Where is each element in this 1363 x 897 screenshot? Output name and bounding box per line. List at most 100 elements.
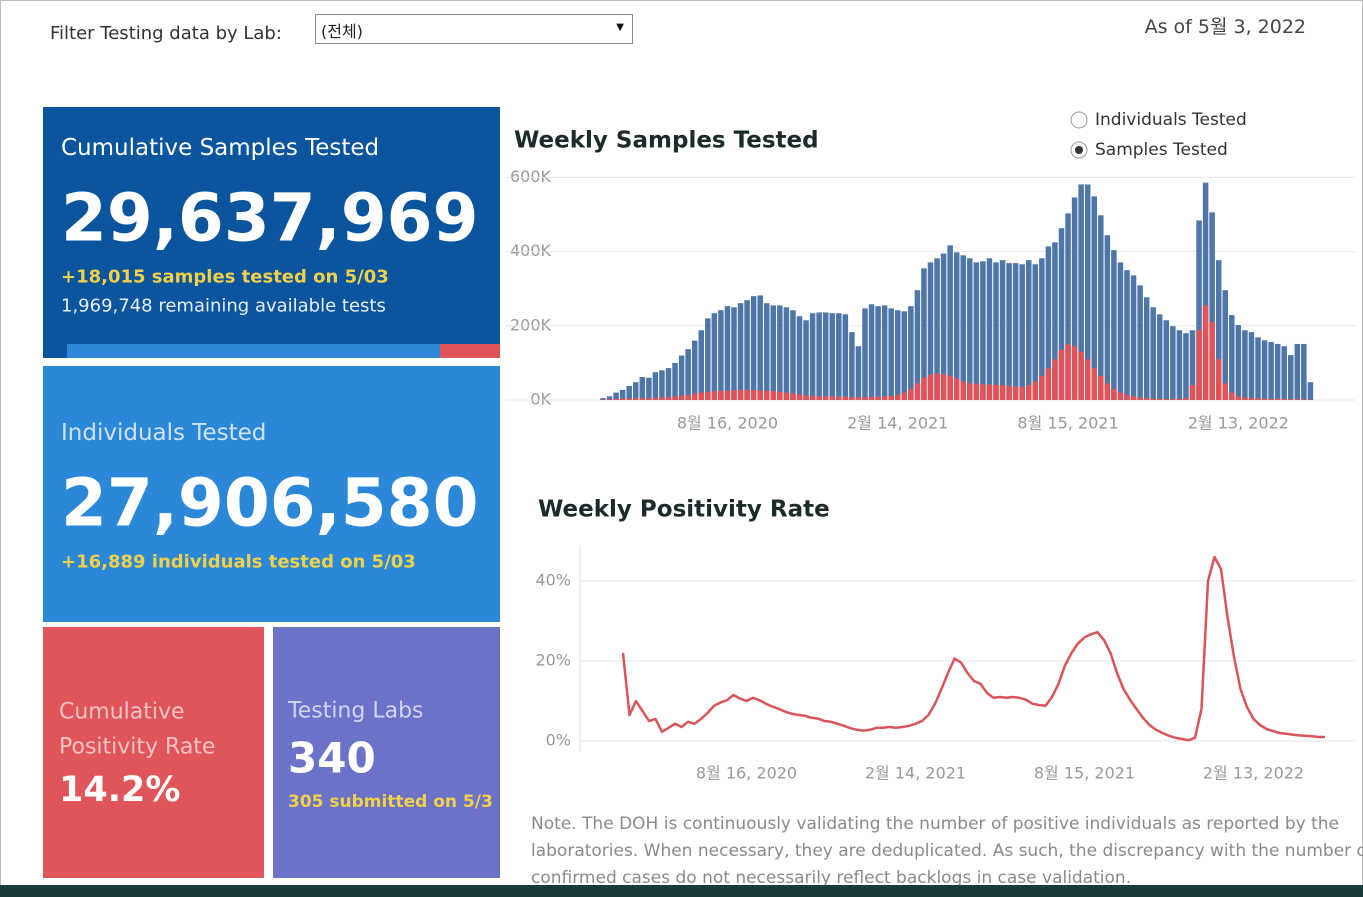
- bar: [731, 390, 737, 400]
- bar: [816, 396, 822, 400]
- x-tick-label: 8월 15, 2021: [1017, 414, 1118, 433]
- bar: [777, 391, 783, 400]
- bar: [796, 394, 803, 400]
- x-tick-label: 2월 14, 2021: [865, 764, 966, 783]
- bar: [1032, 264, 1039, 400]
- bar: [744, 389, 750, 400]
- bar: [868, 397, 875, 400]
- progress-used: [67, 344, 440, 358]
- radio-label[interactable]: Samples Tested: [1095, 140, 1228, 160]
- bar: [1058, 228, 1065, 400]
- bar: [1242, 330, 1248, 400]
- bar: [639, 398, 646, 400]
- bar: [1189, 385, 1196, 400]
- lab-select[interactable]: (전체) ▼: [315, 14, 633, 44]
- bar: [875, 396, 881, 400]
- y-tick-label: 0%: [546, 731, 571, 750]
- card-title: Testing Labs: [288, 698, 424, 724]
- filter-label: Filter Testing data by Lab:: [50, 23, 282, 44]
- bar: [1287, 399, 1294, 400]
- bar: [809, 313, 816, 400]
- bar: [1294, 399, 1301, 400]
- bar: [822, 396, 829, 400]
- bar: [986, 258, 993, 400]
- bar: [1255, 398, 1261, 400]
- bar: [1183, 333, 1189, 400]
- bar: [829, 396, 836, 400]
- bar: [1248, 398, 1255, 400]
- card-value: 340: [288, 733, 376, 783]
- bar: [1045, 368, 1052, 400]
- bar: [862, 308, 868, 400]
- bar: [993, 262, 999, 400]
- bar: [1222, 290, 1229, 400]
- bar: [1098, 215, 1104, 400]
- bar: [1143, 297, 1150, 400]
- bar: [659, 397, 665, 400]
- bar: [652, 372, 659, 400]
- bar: [1124, 270, 1130, 400]
- bar: [1012, 386, 1019, 400]
- bar: [790, 310, 796, 400]
- bar: [881, 396, 888, 400]
- card-title: Positivity Rate: [59, 734, 216, 760]
- bar: [1006, 385, 1012, 400]
- bar: [953, 378, 960, 400]
- bar: [1170, 326, 1176, 400]
- bar: [1176, 330, 1183, 400]
- radio-label[interactable]: Individuals Tested: [1095, 110, 1247, 130]
- bar: [757, 295, 763, 400]
- y-tick-label: 20%: [535, 651, 571, 670]
- bar: [1098, 375, 1104, 400]
- bar: [659, 370, 665, 400]
- bar: [646, 398, 652, 400]
- bar: [934, 258, 940, 400]
- bar: [783, 392, 790, 400]
- bar: [718, 310, 724, 400]
- bar: [672, 396, 678, 400]
- bar: [1274, 398, 1281, 400]
- x-tick-label: 8월 15, 2021: [1034, 764, 1135, 783]
- bar: [1209, 212, 1215, 400]
- bar: [698, 330, 705, 400]
- bar: [953, 252, 960, 400]
- bar: [894, 394, 901, 400]
- select-value: (전체): [321, 22, 363, 41]
- card-line: 305 submitted on 5/3: [288, 792, 493, 812]
- bar: [1124, 394, 1130, 400]
- bar: [1078, 351, 1084, 400]
- bar: [1019, 386, 1025, 400]
- x-tick-label: 2월 14, 2021: [847, 414, 948, 433]
- bar: [849, 397, 855, 400]
- bar: [1150, 307, 1156, 400]
- y-tick-label: 400K: [510, 241, 552, 260]
- bar: [626, 398, 632, 400]
- bar: [914, 290, 921, 400]
- bar: [1268, 342, 1274, 400]
- note: confirmed cases do not necessarily refle…: [531, 868, 1131, 888]
- bar: [980, 261, 986, 400]
- card-samples: Cumulative Samples Tested 29,637,969 +18…: [43, 107, 500, 358]
- bar: [921, 268, 927, 400]
- x-tick-label: 2월 13, 2022: [1203, 764, 1304, 783]
- bar: [1137, 397, 1143, 400]
- bar: [619, 389, 626, 400]
- bar: [763, 390, 770, 400]
- bar: [901, 311, 908, 400]
- bar: [711, 391, 718, 400]
- bar: [613, 392, 619, 400]
- bar: [993, 384, 999, 400]
- bar: [1104, 383, 1111, 400]
- bar: [908, 306, 914, 400]
- bar: [698, 392, 705, 400]
- bar: [901, 392, 908, 400]
- bar: [744, 300, 750, 400]
- as-of-date: As of 5월 3, 2022: [1144, 16, 1306, 38]
- bar: [986, 384, 993, 400]
- bar: [632, 382, 639, 400]
- card-value: 14.2%: [59, 770, 181, 810]
- radio[interactable]: [1070, 111, 1088, 129]
- card-title: Individuals Tested: [61, 420, 267, 446]
- bar: [1202, 182, 1209, 400]
